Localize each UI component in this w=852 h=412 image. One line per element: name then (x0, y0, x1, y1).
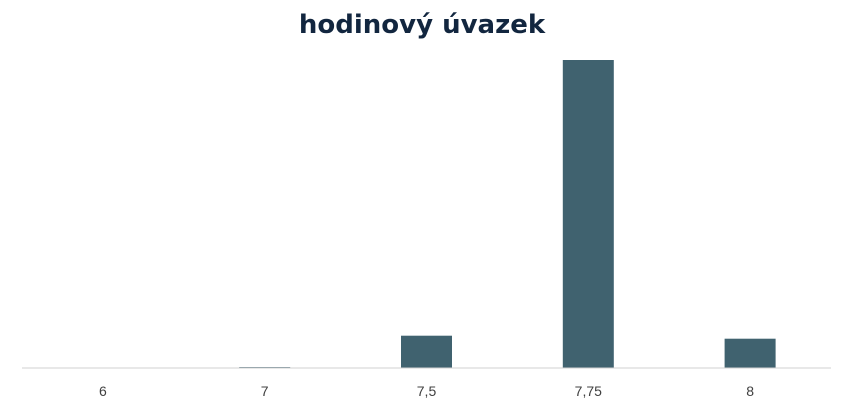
x-tick-label: 8 (746, 383, 754, 399)
x-tick-label: 7 (261, 383, 269, 399)
bar-8 (724, 338, 776, 368)
x-tick-label: 7,5 (417, 383, 437, 399)
chart-title: hodinový úvazek (299, 10, 546, 40)
bar-7-75 (562, 60, 614, 368)
x-tick-label: 6 (99, 383, 107, 399)
bars-group (239, 60, 776, 368)
x-tick-label: 7,75 (575, 383, 602, 399)
x-tick-labels: 6 7 7,5 7,75 8 (99, 383, 754, 399)
bar-7-5 (401, 335, 452, 368)
